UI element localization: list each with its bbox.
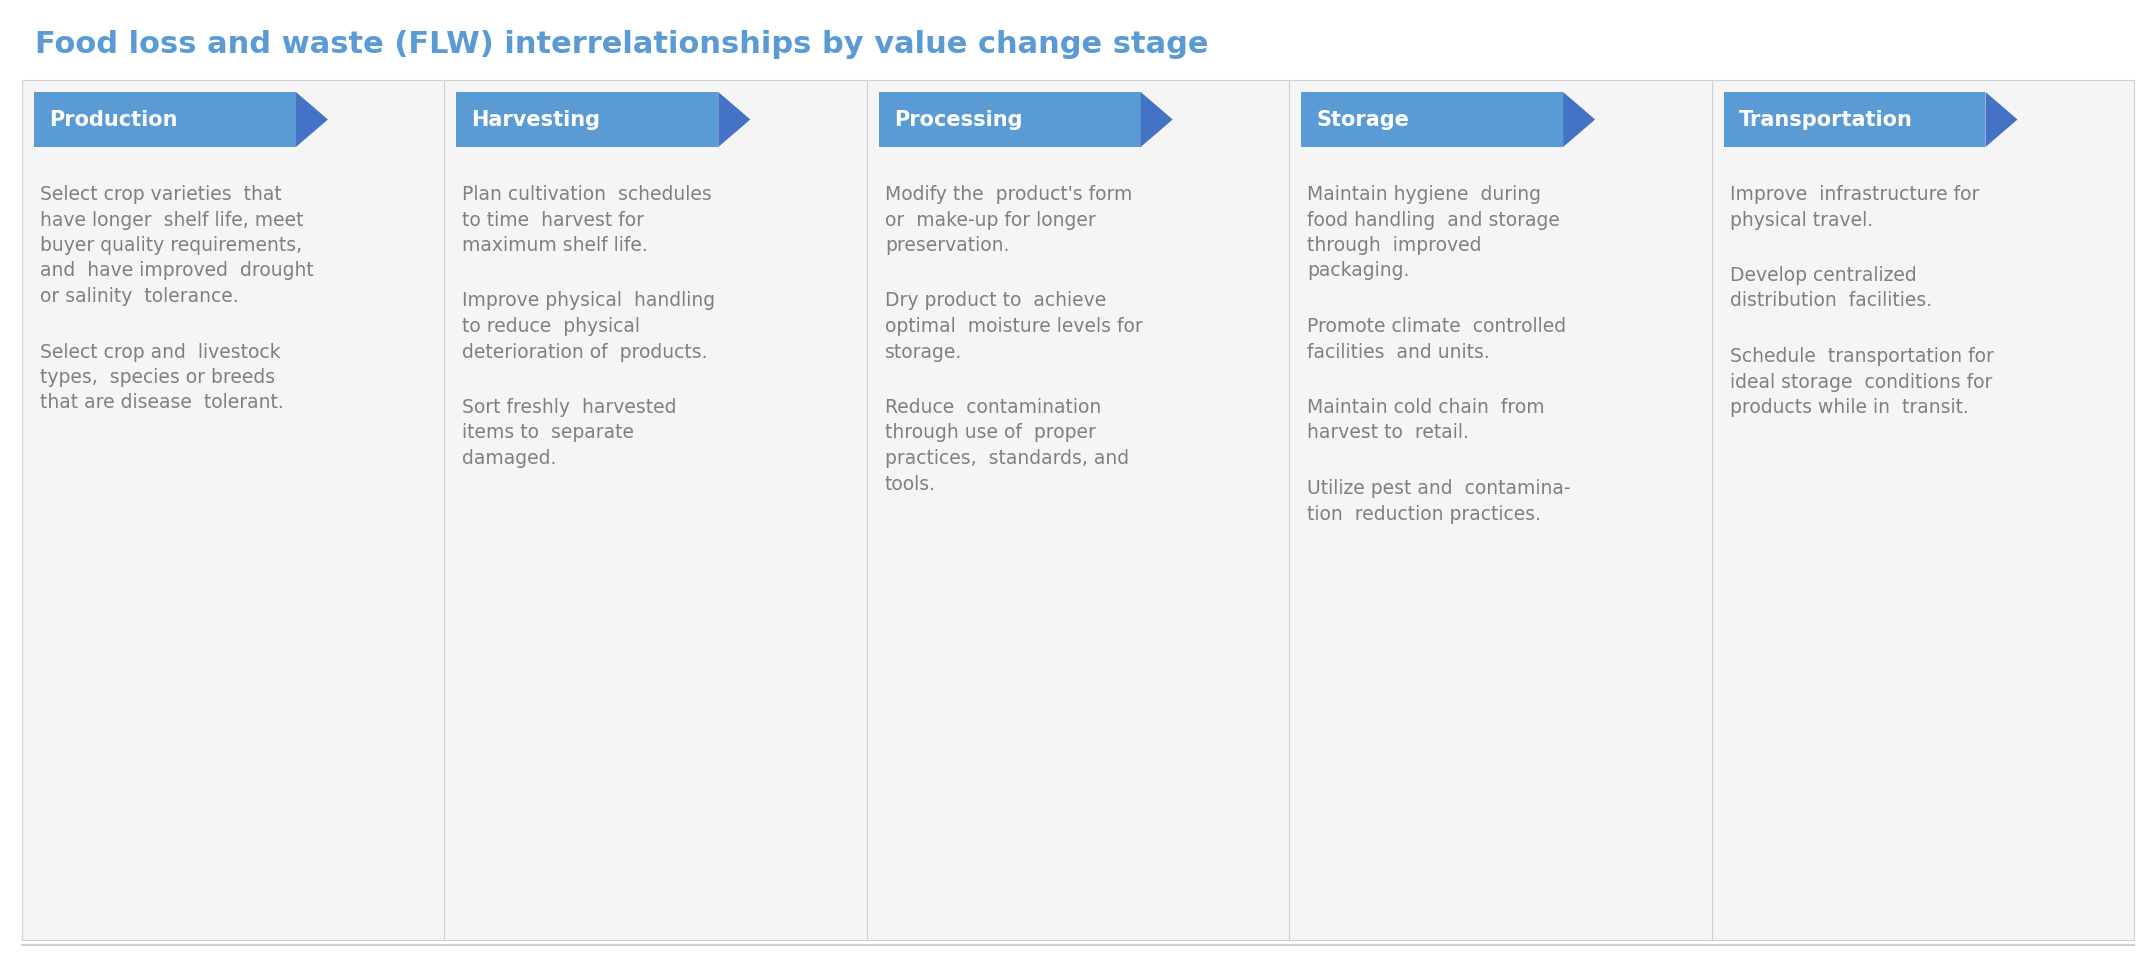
Text: Transportation: Transportation [1739,109,1913,129]
Text: to time  harvest for: to time harvest for [462,210,645,230]
Text: Reduce  contamination: Reduce contamination [885,398,1100,417]
Text: maximum shelf life.: maximum shelf life. [462,236,649,255]
FancyBboxPatch shape [21,80,2134,940]
Text: Processing: Processing [894,109,1023,129]
Text: tion  reduction practices.: tion reduction practices. [1307,505,1541,523]
Text: facilities  and units.: facilities and units. [1307,343,1489,362]
Text: Modify the  product's form: Modify the product's form [885,185,1133,204]
Text: tools.: tools. [885,475,935,493]
Polygon shape [1141,92,1173,147]
Text: have longer  shelf life, meet: have longer shelf life, meet [41,210,303,230]
Text: Schedule  transportation for: Schedule transportation for [1730,347,1994,366]
Text: products while in  transit.: products while in transit. [1730,398,1968,417]
Polygon shape [1562,92,1595,147]
Text: food handling  and storage: food handling and storage [1307,210,1560,230]
Text: packaging.: packaging. [1307,262,1410,281]
Text: buyer quality requirements,: buyer quality requirements, [41,236,303,255]
Text: physical travel.: physical travel. [1730,210,1872,230]
Text: to reduce  physical: to reduce physical [462,317,640,336]
Text: distribution  facilities.: distribution facilities. [1730,291,1932,311]
Text: that are disease  tolerant.: that are disease tolerant. [41,394,284,412]
Text: Select crop and  livestock: Select crop and livestock [41,343,282,362]
Text: Harvesting: Harvesting [471,109,600,129]
Text: damaged.: damaged. [462,449,557,468]
Text: storage.: storage. [885,343,963,362]
Text: Utilize pest and  contamina-: Utilize pest and contamina- [1307,479,1571,498]
Text: optimal  moisture levels for: optimal moisture levels for [885,317,1143,336]
Text: Improve  infrastructure for: Improve infrastructure for [1730,185,1979,204]
Polygon shape [718,92,750,147]
Text: Production: Production [49,109,178,129]
Text: and  have improved  drought: and have improved drought [41,262,314,281]
Text: or salinity  tolerance.: or salinity tolerance. [41,287,239,306]
Bar [879,92,1141,147]
Bar [34,92,297,147]
Text: Maintain cold chain  from: Maintain cold chain from [1307,398,1545,417]
Bar [456,92,718,147]
Text: deterioration of  products.: deterioration of products. [462,343,707,362]
Text: Dry product to  achieve: Dry product to achieve [885,291,1107,311]
Text: Sort freshly  harvested: Sort freshly harvested [462,398,677,417]
Text: ideal storage  conditions for: ideal storage conditions for [1730,372,1992,392]
Text: types,  species or breeds: types, species or breeds [41,368,275,387]
Text: practices,  standards, and: practices, standards, and [885,449,1128,468]
Text: Select crop varieties  that: Select crop varieties that [41,185,282,204]
Bar [1723,92,1986,147]
Text: Storage: Storage [1315,109,1410,129]
Text: Maintain hygiene  during: Maintain hygiene during [1307,185,1541,204]
Text: Promote climate  controlled: Promote climate controlled [1307,317,1567,336]
Text: through use of  proper: through use of proper [885,424,1096,443]
Text: preservation.: preservation. [885,236,1010,255]
Text: Plan cultivation  schedules: Plan cultivation schedules [462,185,711,204]
Polygon shape [1986,92,2018,147]
Text: through  improved: through improved [1307,236,1481,255]
Text: items to  separate: items to separate [462,424,634,443]
Text: or  make-up for longer: or make-up for longer [885,210,1096,230]
Bar [1300,92,1562,147]
Text: Food loss and waste (FLW) interrelationships by value change stage: Food loss and waste (FLW) interrelations… [34,30,1208,59]
Text: Improve physical  handling: Improve physical handling [462,291,716,311]
Text: Develop centralized: Develop centralized [1730,266,1917,285]
Text: harvest to  retail.: harvest to retail. [1307,424,1470,443]
Polygon shape [297,92,329,147]
